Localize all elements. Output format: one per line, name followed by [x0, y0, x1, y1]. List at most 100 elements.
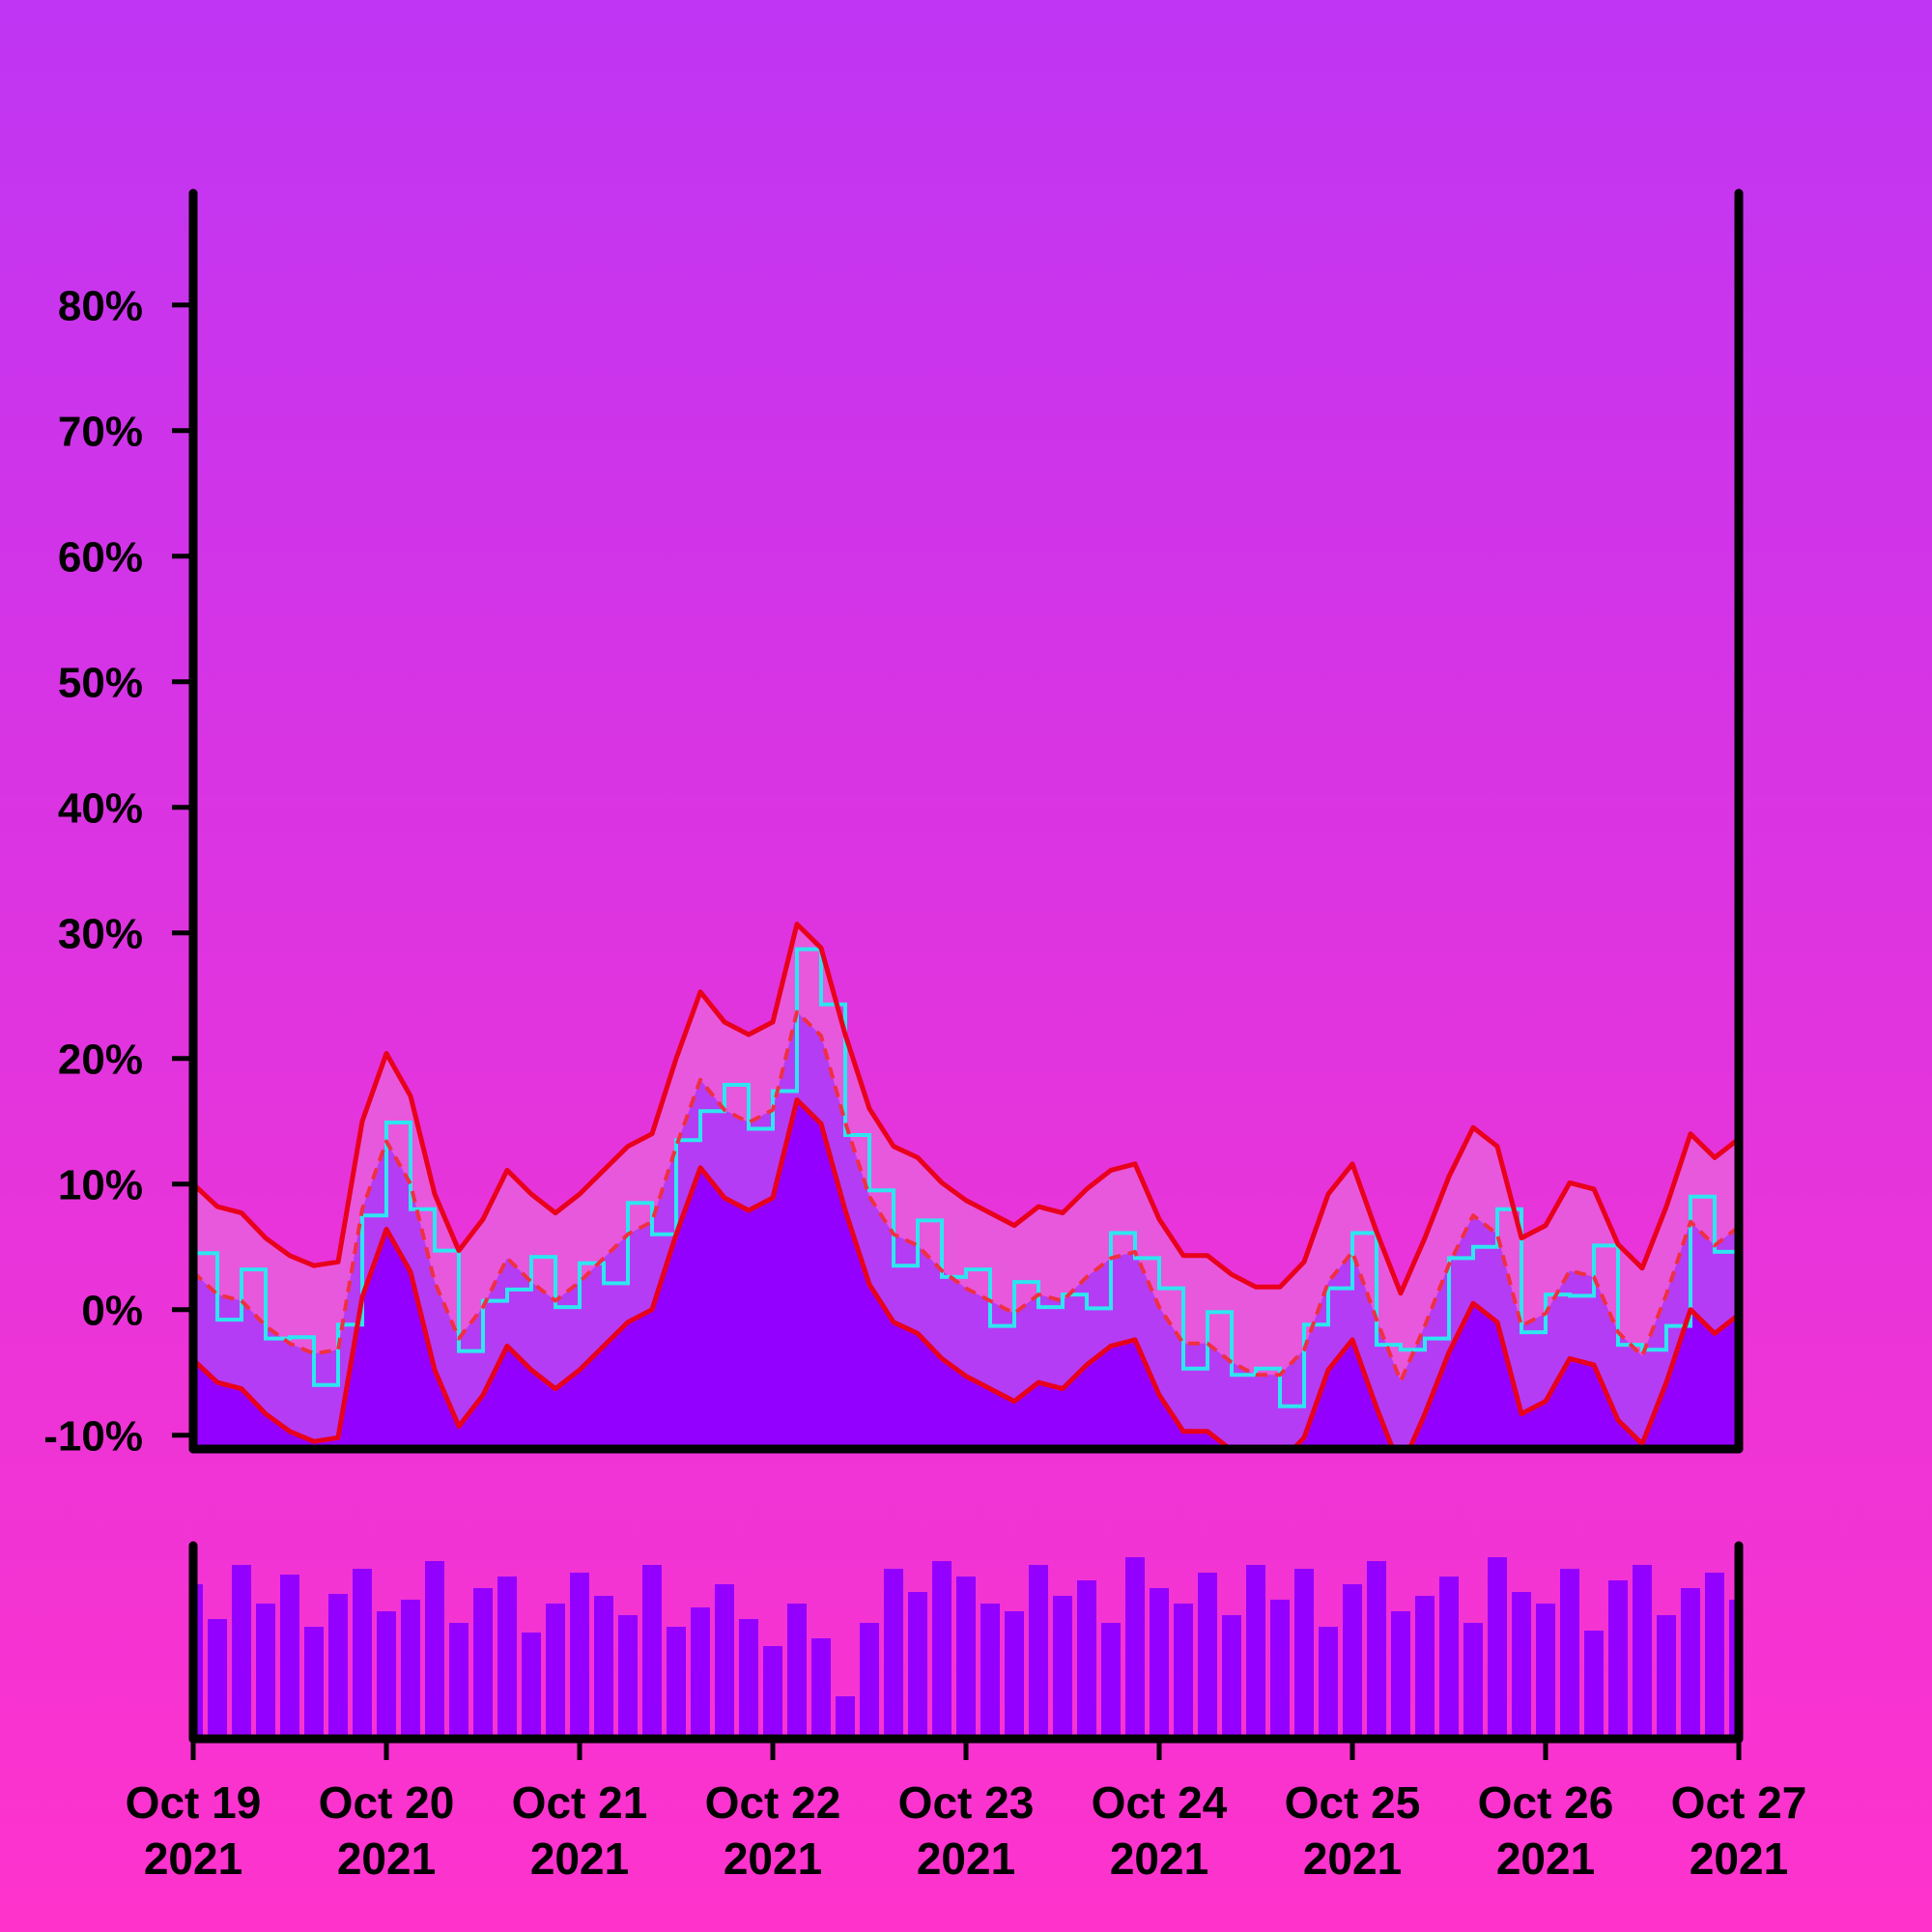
volume-bar — [570, 1573, 589, 1739]
volume-bar — [1633, 1565, 1652, 1739]
y-tick-label: 60% — [58, 534, 143, 582]
volume-bar — [1294, 1569, 1314, 1739]
volume-bar — [618, 1615, 638, 1739]
x-tick-label: Oct 26 2021 — [1478, 1777, 1614, 1884]
volume-bar — [836, 1696, 855, 1739]
volume-bar — [1657, 1615, 1676, 1739]
volume-bar — [328, 1594, 348, 1739]
volume-bar — [1681, 1588, 1700, 1739]
volume-bar — [256, 1604, 275, 1739]
volume-bar — [304, 1627, 324, 1739]
volume-panel — [193, 1557, 1739, 1739]
x-tick-label: Oct 24 2021 — [1092, 1777, 1228, 1884]
volume-bar — [425, 1561, 444, 1739]
x-tick-label: Oct 25 2021 — [1285, 1777, 1421, 1884]
x-tick-label-line: Oct 20 — [319, 1777, 455, 1828]
x-tick-label-line: Oct 26 — [1478, 1777, 1614, 1828]
volume-bar — [1174, 1604, 1193, 1739]
x-tick-label-line: 2021 — [530, 1833, 629, 1884]
y-tick-label: 80% — [58, 283, 143, 330]
x-tick-label: Oct 21 2021 — [512, 1777, 648, 1884]
volume-bar — [932, 1561, 952, 1739]
axes: -10%0%10%20%30%40%50%60%70%80%Oct 19 2021… — [43, 188, 1807, 1884]
volume-bar — [1463, 1623, 1483, 1739]
x-tick-label-line: Oct 27 — [1671, 1777, 1807, 1828]
volume-bar — [1343, 1584, 1362, 1739]
volume-bar — [280, 1575, 299, 1739]
middle-band-line — [193, 1009, 1739, 1383]
volume-bar — [401, 1600, 420, 1739]
volume-bar — [1391, 1611, 1410, 1739]
volume-bar — [377, 1611, 396, 1739]
volume-bar — [594, 1596, 613, 1739]
volume-bar — [546, 1604, 565, 1739]
volume-bar — [473, 1588, 493, 1739]
upper-band-line — [193, 922, 1739, 1296]
volume-bar — [715, 1584, 734, 1739]
x-tick-label-line: 2021 — [917, 1833, 1015, 1884]
volume-bar — [1246, 1565, 1265, 1739]
x-tick-label: Oct 23 2021 — [898, 1777, 1035, 1884]
volume-bar — [1150, 1588, 1169, 1739]
x-tick-label-line: Oct 24 — [1092, 1777, 1228, 1828]
price-panel — [193, 922, 1739, 1449]
volume-bar — [208, 1619, 227, 1739]
volume-bar — [980, 1604, 1000, 1739]
volume-bar — [1608, 1580, 1628, 1739]
x-tick-label-line: Oct 19 — [126, 1777, 262, 1828]
x-tick-label-line: 2021 — [724, 1833, 822, 1884]
volume-bar — [449, 1623, 469, 1739]
y-tick-label: -10% — [43, 1413, 143, 1461]
volume-bar — [1415, 1596, 1435, 1739]
volume-bar — [1584, 1631, 1604, 1739]
volume-bar — [1125, 1557, 1145, 1739]
x-tick-label-line: 2021 — [1496, 1833, 1595, 1884]
volume-bar — [691, 1607, 710, 1739]
volume-bar — [522, 1633, 541, 1739]
x-tick-label: Oct 27 2021 — [1671, 1777, 1807, 1884]
volume-bar — [1101, 1623, 1121, 1739]
volume-bar — [1029, 1565, 1048, 1739]
x-tick-label-line: 2021 — [337, 1833, 436, 1884]
volume-bar — [1488, 1557, 1507, 1739]
x-tick-label-line: 2021 — [1303, 1833, 1402, 1884]
volume-bar — [1270, 1600, 1290, 1739]
y-tick-label: 50% — [58, 660, 143, 707]
volume-bar — [1439, 1577, 1459, 1739]
price-line — [193, 947, 1739, 1408]
volume-bar — [763, 1646, 782, 1739]
x-tick-label-line: 2021 — [144, 1833, 242, 1884]
x-tick-label-line: Oct 23 — [898, 1777, 1035, 1828]
y-tick-label: 70% — [58, 409, 143, 456]
volume-bar — [1560, 1569, 1579, 1739]
volume-bar — [1005, 1611, 1024, 1739]
y-tick-label: 40% — [58, 785, 143, 833]
y-tick-label: 20% — [58, 1037, 143, 1084]
x-tick-label-line: 2021 — [1690, 1833, 1788, 1884]
x-tick-label-line: Oct 25 — [1285, 1777, 1421, 1828]
x-tick-label: Oct 22 2021 — [705, 1777, 841, 1884]
volume-bar — [956, 1577, 976, 1739]
volume-bar — [1053, 1596, 1072, 1739]
volume-bar — [642, 1565, 662, 1739]
volume-bar — [232, 1565, 251, 1739]
volume-bar — [884, 1569, 903, 1739]
volume-bar — [908, 1592, 927, 1739]
below-band-fill — [193, 1099, 1739, 1449]
volume-bar — [811, 1638, 831, 1739]
volume-bar — [787, 1604, 807, 1739]
y-tick-label: 10% — [58, 1162, 143, 1209]
x-tick-label-line: Oct 22 — [705, 1777, 841, 1828]
volume-bar — [1729, 1600, 1739, 1739]
volume-bar — [1198, 1573, 1217, 1739]
volume-bar — [667, 1627, 686, 1739]
y-tick-label: 0% — [81, 1288, 143, 1335]
volume-bar — [1077, 1580, 1096, 1739]
volume-bar — [1705, 1573, 1724, 1739]
volume-bar — [1367, 1561, 1386, 1739]
y-tick-label: 30% — [58, 911, 143, 958]
x-tick-label: Oct 20 2021 — [319, 1777, 455, 1884]
x-tick-label-line: 2021 — [1110, 1833, 1208, 1884]
